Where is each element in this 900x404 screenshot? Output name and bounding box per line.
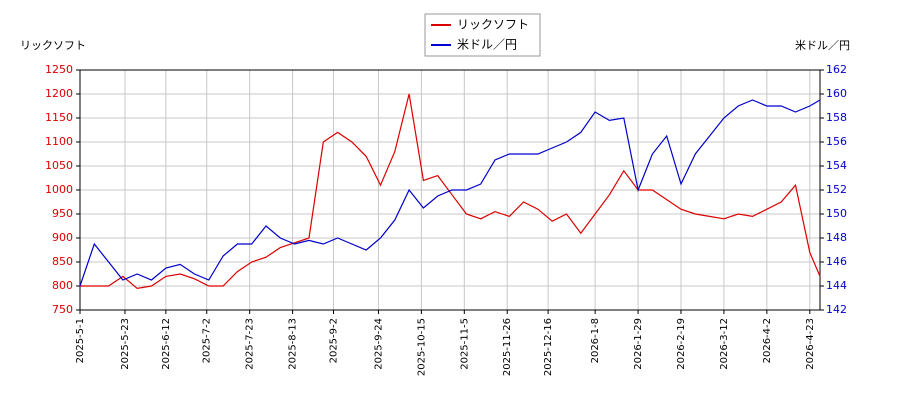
x-tick-label: 2025-9-2 — [328, 318, 339, 363]
y2-tick-label: 156 — [826, 135, 847, 148]
series-line — [80, 93, 821, 290]
y2-tick-label: 146 — [826, 255, 847, 268]
x-tick-label: 2026-3-12 — [719, 318, 730, 370]
y2-tick-label: 162 — [826, 63, 847, 76]
x-tick-label: 2025-7-2 — [202, 318, 213, 363]
x-tick-label: 2026-4-23 — [805, 318, 816, 370]
y-tick-label: 1200 — [45, 87, 73, 100]
x-tick-label: 2025-10-15 — [416, 318, 427, 376]
x-tick-label: 2025-9-24 — [373, 318, 384, 370]
y-tick-label: 1000 — [45, 183, 73, 196]
x-tick-label: 2025-11-26 — [502, 318, 513, 376]
legend-box — [424, 13, 541, 57]
y-tick-label: 750 — [52, 303, 73, 316]
y-axis-label: リックソフト — [20, 39, 86, 52]
y2-tick-label: 142 — [826, 303, 847, 316]
x-tick-label: 2025-11-5 — [459, 318, 470, 370]
plot-frame — [79, 69, 821, 311]
x-tick-label: 2026-4-2 — [762, 318, 773, 363]
x-tick-label: 2025-12-16 — [543, 318, 554, 376]
x-tick-label: 2025-5-23 — [120, 318, 131, 370]
x-tick-label: 2025-5-1 — [75, 318, 86, 363]
y2-tick-label: 160 — [826, 87, 847, 100]
y-tick-label: 1150 — [45, 111, 73, 124]
y2-tick-label: 150 — [826, 207, 847, 220]
x-tick-label: 2025-8-13 — [288, 318, 299, 370]
y-tick-label: 1100 — [45, 135, 73, 148]
y-tick-label: 1050 — [45, 159, 73, 172]
y2-tick-label: 144 — [826, 279, 847, 292]
y-tick-label: 1250 — [45, 63, 73, 76]
x-tick-label: 2026-1-29 — [633, 318, 644, 370]
series-line — [79, 99, 821, 287]
x-tick-label: 2025-6-12 — [161, 318, 172, 370]
y2-tick-label: 154 — [826, 159, 847, 172]
y-tick-label: 850 — [52, 255, 73, 268]
y-tick-label: 950 — [52, 207, 73, 220]
y2-tick-label: 158 — [826, 111, 847, 124]
x-tick-label: 2026-2-19 — [676, 318, 687, 370]
y-tick-label: 800 — [52, 279, 73, 292]
y2-tick-label: 152 — [826, 183, 847, 196]
y2-axis-label: 米ドル／円 — [795, 39, 850, 52]
y-tick-label: 900 — [52, 231, 73, 244]
legend-label: 米ドル／円 — [457, 38, 517, 52]
legend-label: リックソフト — [457, 18, 529, 32]
y2-tick-label: 148 — [826, 231, 847, 244]
x-tick-label: 2025-7-23 — [245, 318, 256, 370]
x-tick-label: 2026-1-8 — [590, 318, 601, 363]
